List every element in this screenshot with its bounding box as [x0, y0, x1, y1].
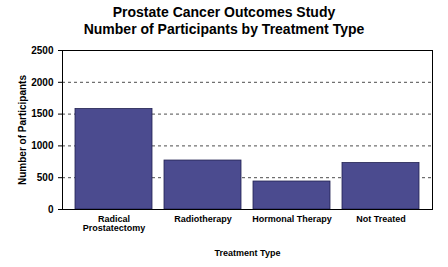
svg-text:1000: 1000 — [31, 140, 54, 151]
html-text:Number of Participants by Trea: Number of Participants by Treatment Type — [83, 21, 365, 37]
svg-text:2500: 2500 — [31, 45, 54, 56]
svg-text:1500: 1500 — [31, 108, 54, 119]
svg-text:Treatment Type: Treatment Type — [215, 248, 281, 258]
svg-text:2000: 2000 — [31, 77, 54, 88]
html-text:Prostate Cancer Outcomes Study: Prostate Cancer Outcomes Study — [112, 4, 336, 20]
svg-text:Hormonal Therapy: Hormonal Therapy — [252, 214, 332, 224]
svg-text:RadicalProstatectomy: RadicalProstatectomy — [83, 214, 146, 233]
svg-text:Number of Participants: Number of Participants — [17, 75, 28, 185]
svg-text:Not Treated: Not Treated — [356, 214, 406, 224]
svg-text:500: 500 — [37, 172, 54, 183]
svg-text:Radiotherapy: Radiotherapy — [174, 214, 232, 224]
svg-text:0: 0 — [48, 204, 54, 215]
